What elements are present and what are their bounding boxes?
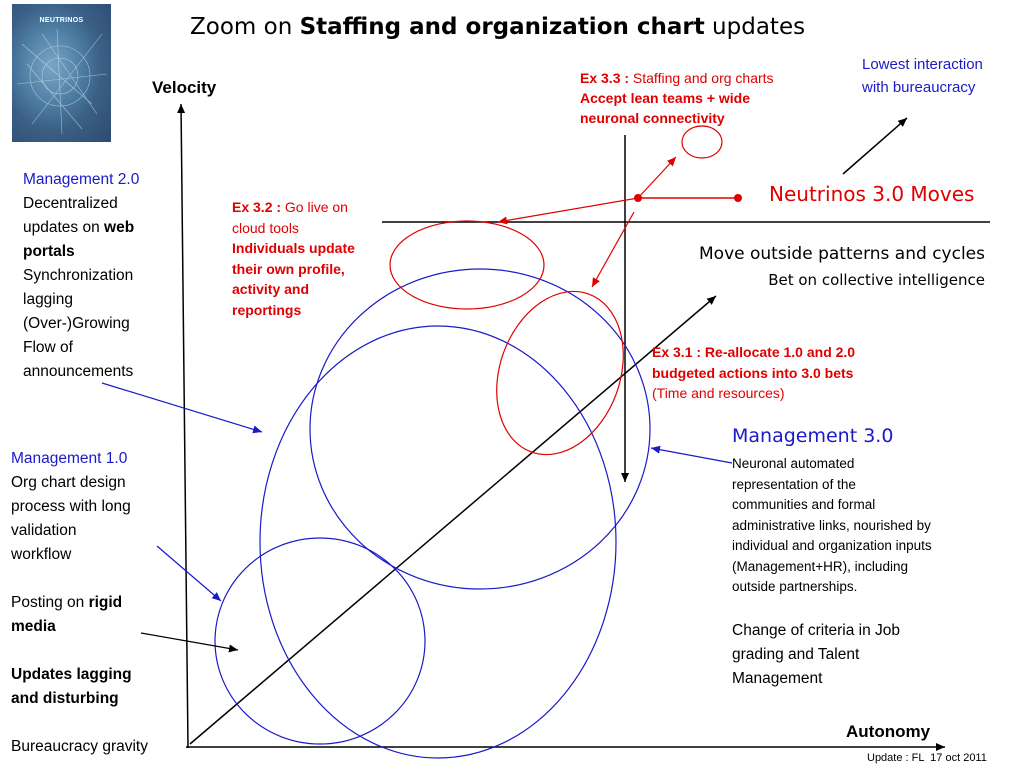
ex32-ellipse	[389, 220, 545, 310]
neutrinos-moves-dot	[734, 194, 742, 202]
ex31-ellipse	[496, 290, 624, 456]
management-3-ellipse	[309, 268, 651, 590]
ex32-text: Ex 3.2 : Go live on cloud tools Individu…	[232, 199, 355, 318]
management-2-ellipse	[259, 325, 617, 759]
neutrinos-moves-label: Neutrinos 3.0 Moves	[769, 182, 975, 206]
lowest-interaction-arrow	[842, 117, 908, 175]
ex33-arrow	[637, 156, 677, 199]
ex31-arrow	[591, 211, 635, 288]
mgmt10-pointer	[156, 545, 222, 602]
mgmt30-pointer	[650, 445, 733, 464]
rigid-media-pointer	[140, 632, 239, 653]
bureaucracy-gravity-label: Bureaucracy gravity	[11, 738, 148, 755]
ex33-ellipse	[681, 125, 723, 159]
cover-network-icon	[16, 28, 108, 135]
cover-title: NEUTRINOS	[39, 17, 84, 24]
ex33-text: Ex 3.3 : Staffing and org charts Accept …	[580, 70, 774, 126]
neutrinos-cover-image: NEUTRINOS	[12, 4, 111, 142]
management-2-title: Management 2.0	[23, 171, 140, 188]
ex32-arrow	[497, 197, 639, 225]
velocity-label: Velocity	[152, 78, 217, 97]
management-1-ellipse	[214, 537, 426, 745]
mgmt20-pointer	[101, 382, 263, 434]
update-footer: Update : FL 17 oct 2011	[867, 752, 987, 764]
criteria-change-text: Change of criteria in Job grading and Ta…	[732, 622, 901, 687]
page-title: Zoom on Staffing and organization chart …	[190, 14, 806, 40]
collective-text: Bet on collective intelligence	[768, 271, 985, 289]
velocity-axis	[177, 103, 189, 749]
patterns-text: Move outside patterns and cycles	[699, 244, 985, 264]
ex31-text: Ex 3.1 : Re-allocate 1.0 and 2.0 budgete…	[652, 344, 856, 401]
management-2-text: Management 2.0 Decentralized updates on …	[23, 168, 139, 384]
lowest-interaction-text: Lowest interaction with bureaucracy	[862, 56, 983, 96]
management-1-text: Management 1.0 Org chart design process …	[11, 447, 148, 759]
autonomy-label: Autonomy	[846, 722, 931, 741]
management-3-description: Neuronal automated representation of the…	[732, 456, 932, 594]
management-1-title: Management 1.0	[11, 450, 128, 467]
management-3-title: Management 3.0	[732, 425, 894, 447]
trajectory-arrow	[189, 295, 717, 745]
